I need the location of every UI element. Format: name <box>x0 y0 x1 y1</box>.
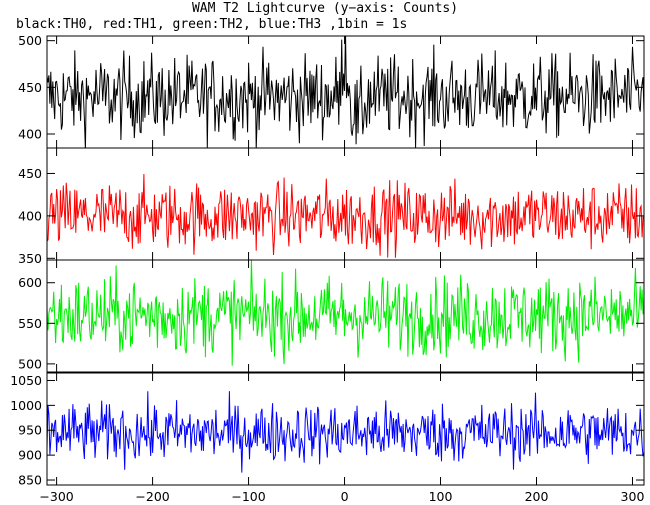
y-tick-label: 450 <box>18 80 42 95</box>
y-tick-label: 400 <box>18 127 42 142</box>
x-tick-label: 300 <box>621 489 645 504</box>
y-tick-label: 500 <box>18 356 42 371</box>
x-tick-label: −300 <box>39 489 73 504</box>
y-tick-label: 350 <box>18 251 42 266</box>
panel-frame-2 <box>46 259 645 373</box>
series-line-th1 <box>47 173 644 258</box>
x-tick-label: 100 <box>429 489 453 504</box>
series-line-th0 <box>47 36 644 148</box>
y-tick-label: 850 <box>18 473 42 488</box>
x-tick-label: 0 <box>341 489 349 504</box>
y-tick-label: 550 <box>18 316 42 331</box>
y-tick-label: 900 <box>18 448 42 463</box>
series-line-th2 <box>47 260 644 366</box>
y-tick-label: 1050 <box>10 373 42 388</box>
x-tick-label: −200 <box>135 489 169 504</box>
chart-subtitle: black:TH0, red:TH1, green:TH2, blue:TH3 … <box>16 17 408 32</box>
y-tick-label: 600 <box>18 275 42 290</box>
x-tick-label: 200 <box>525 489 549 504</box>
panel-frame-3 <box>46 372 645 486</box>
x-tick-label: −100 <box>231 489 265 504</box>
y-tick-label: 400 <box>18 208 42 223</box>
series-line-th3 <box>47 391 644 473</box>
y-tick-label: 1000 <box>10 398 42 413</box>
y-tick-label: 450 <box>18 166 42 181</box>
y-tick-label: 500 <box>18 33 42 48</box>
chart-title: WAM T2 Lightcurve (y−axis: Counts) <box>191 1 459 16</box>
y-tick-label: 950 <box>18 423 42 438</box>
